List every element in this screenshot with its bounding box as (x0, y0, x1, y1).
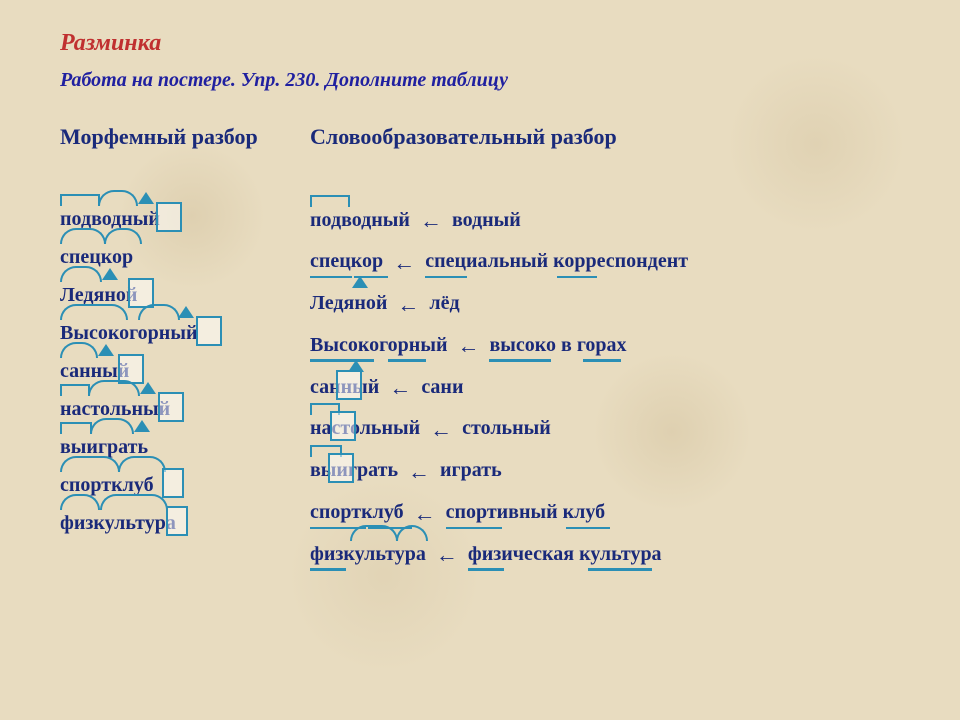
morpheme-mark-prefix (60, 422, 92, 434)
morpheme-mark-root (138, 304, 180, 320)
source-word: играть (440, 451, 502, 489)
header-morphemic: Морфемный разбор (60, 120, 270, 190)
morpheme-mark-ending (330, 411, 356, 441)
wf-row: спортклуб←спортивный клуб (310, 493, 900, 535)
derived-word: выиграть (310, 451, 398, 489)
morpheme-mark-prefix (60, 384, 90, 396)
morpheme-mark-root (90, 418, 134, 434)
derived-word: подводный (310, 201, 410, 239)
arrow-icon: ← (389, 367, 411, 409)
morpheme-mark-suffix (178, 306, 194, 318)
wf-row: физкультура ← физическая культура (310, 534, 900, 576)
morpheme-mark-root (350, 525, 398, 541)
header-wordformation: Словообразовательный разбор (310, 120, 900, 190)
morpheme-mark-ending (156, 202, 182, 232)
column-wordformation: Словообразовательный разбор подводный←во… (310, 120, 900, 576)
morpheme-mark-underline (566, 527, 610, 530)
morpheme-mark-underline (310, 359, 374, 362)
morpheme-mark-root (100, 494, 168, 510)
wf-row: настольный ← стольный (310, 409, 900, 451)
arrow-icon: ← (397, 284, 419, 326)
morpheme-mark-ending (158, 392, 184, 422)
morpheme-mark-ending (328, 453, 354, 483)
derived-word: спецкор (310, 242, 383, 280)
morpheme-mark-underline (425, 276, 467, 279)
source-word: специальный корреспондент (425, 242, 688, 280)
title: Разминка (60, 30, 900, 57)
subtitle: Работа на постере. Упр. 230. Дополните т… (60, 69, 900, 92)
morpheme-mark-ending (166, 506, 188, 536)
arrow-icon: ← (393, 242, 415, 284)
source-word: стольный (462, 409, 551, 447)
columns: Морфемный разбор подводныйспецкорЛедяной… (60, 120, 900, 576)
morpheme-mark-underline (310, 568, 346, 571)
arrow-icon: ← (430, 409, 452, 451)
morpheme-mark-underline (489, 359, 551, 362)
wf-row: санный ← сани (310, 367, 900, 409)
source-word: физическая культура (468, 535, 662, 573)
derived-word: Ледяной (310, 284, 387, 322)
morpheme-mark-underline (446, 527, 502, 530)
wf-row: выиграть ← играть (310, 451, 900, 493)
morpheme-mark-prefix (310, 195, 350, 207)
morpheme-mark-underline (588, 568, 652, 571)
wf-row: Высокогорный ← высоко в горах (310, 325, 900, 367)
source-word: водный (452, 201, 521, 239)
source-word: высоко в горах (489, 326, 626, 364)
derived-word: спортклуб (310, 493, 404, 531)
morpheme-mark-suffix (138, 192, 154, 204)
wf-row: подводный ← водный (310, 200, 900, 242)
arrow-icon: ← (457, 325, 479, 367)
morpheme-mark-root (60, 266, 102, 282)
derived-word: санный (310, 368, 379, 406)
source-word: лёд (429, 284, 459, 322)
arrow-icon: ← (436, 534, 458, 576)
source-word: спортивный клуб (446, 493, 606, 531)
column-morphemic: Морфемный разбор подводныйспецкорЛедяной… (60, 120, 270, 576)
morpheme-mark-ending (162, 468, 184, 498)
derived-word: физкультура (310, 535, 426, 573)
morpheme-mark-suffix (98, 344, 114, 356)
morpheme-mark-root (88, 380, 140, 396)
morpheme-mark-underline (468, 568, 504, 571)
morpheme-mark-suffix (140, 382, 156, 394)
morpheme-mark-ending (196, 316, 222, 346)
wf-row: спецкор ← специальный корреспондент (310, 242, 900, 284)
morpheme-mark-root (60, 456, 120, 472)
wf-row: Ледяной ← лёд (310, 284, 900, 326)
morpheme-mark-suffix (352, 276, 368, 288)
morpheme-mark-root (60, 228, 106, 244)
morpheme-mark-root (118, 456, 166, 472)
wordformation-rows: подводный←водныйспецкор←специальный корр… (310, 200, 900, 576)
morpheme-mark-root (98, 190, 138, 206)
morpheme-mark-underline (388, 359, 426, 362)
morpheme-mark-prefix (60, 194, 100, 206)
morpheme-mark-underline (557, 276, 597, 279)
morpheme-mark-root (60, 304, 128, 320)
morpheme-mark-suffix (102, 268, 118, 280)
morpheme-mark-underline (583, 359, 621, 362)
morphemic-rows: подводныйспецкорЛедянойВысокогорныйсанны… (60, 200, 270, 542)
source-word: сани (421, 368, 463, 406)
derived-word: Высокогорный (310, 326, 447, 364)
morpheme-mark-underline (310, 276, 352, 279)
morpheme-mark-ending (336, 370, 362, 400)
derived-word: настольный (310, 409, 420, 447)
morph-row: физкультура (60, 504, 270, 542)
morpheme-mark-suffix (134, 420, 150, 432)
arrow-icon: ← (420, 200, 442, 242)
arrow-icon: ← (408, 451, 430, 493)
slide-content: Разминка Работа на постере. Упр. 230. До… (0, 0, 960, 606)
morph-word: физкультура (60, 504, 176, 542)
